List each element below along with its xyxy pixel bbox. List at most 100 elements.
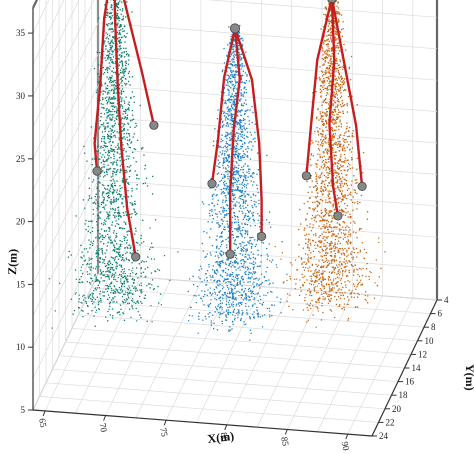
point [96, 51, 98, 53]
point [88, 296, 90, 298]
point [107, 298, 109, 300]
point [218, 264, 220, 266]
point [251, 121, 253, 124]
point [244, 179, 247, 181]
point [342, 28, 344, 30]
point [123, 237, 126, 239]
point [236, 151, 238, 153]
point [122, 129, 124, 132]
point [231, 80, 234, 83]
point [222, 69, 224, 71]
point [107, 78, 110, 80]
point [216, 329, 219, 331]
point [97, 229, 99, 232]
point [325, 188, 327, 190]
point [122, 301, 124, 303]
point [226, 54, 228, 56]
point [353, 292, 355, 294]
point [115, 87, 117, 89]
point [106, 173, 108, 176]
point [348, 269, 350, 271]
point [223, 112, 225, 114]
point [326, 57, 328, 59]
point [92, 267, 94, 269]
point [331, 289, 334, 291]
point [112, 141, 114, 144]
point [318, 279, 320, 281]
point [338, 150, 340, 152]
point [95, 203, 97, 205]
point [325, 257, 327, 259]
point [106, 263, 109, 265]
point [133, 282, 135, 284]
point [114, 85, 117, 87]
point [240, 93, 242, 95]
point [217, 199, 219, 201]
point [202, 250, 204, 252]
point [225, 267, 227, 270]
point [320, 133, 322, 135]
point [241, 81, 243, 83]
point [332, 105, 334, 107]
point [113, 157, 115, 160]
point [235, 80, 237, 83]
point [319, 175, 321, 177]
point [79, 281, 81, 284]
point [239, 227, 241, 229]
point [253, 203, 256, 205]
point [112, 297, 114, 299]
point [105, 48, 107, 50]
point [108, 96, 110, 98]
point [106, 13, 108, 15]
point [120, 56, 122, 58]
point [112, 42, 114, 45]
point [272, 282, 274, 284]
point [99, 120, 101, 122]
point [325, 112, 327, 114]
point [214, 189, 217, 191]
point [99, 298, 102, 300]
point [219, 307, 221, 309]
point [102, 199, 105, 201]
point [348, 66, 351, 68]
point [126, 178, 128, 180]
point [326, 53, 328, 55]
point [111, 299, 113, 301]
point [316, 205, 318, 208]
point [119, 9, 121, 11]
point [119, 244, 121, 246]
point [340, 106, 343, 108]
point [259, 283, 262, 285]
point [122, 138, 124, 140]
point [234, 315, 236, 317]
point [198, 276, 200, 278]
point [336, 226, 338, 228]
point [340, 76, 342, 78]
point [121, 10, 124, 12]
point [247, 215, 250, 217]
point [323, 64, 325, 66]
point [100, 240, 102, 243]
point [135, 161, 137, 163]
point [118, 65, 120, 67]
point [336, 247, 338, 249]
point [326, 172, 328, 174]
point [247, 147, 249, 150]
point [160, 304, 162, 306]
point [344, 263, 346, 265]
point [252, 111, 254, 114]
point [227, 52, 229, 54]
point [317, 299, 319, 301]
point [111, 60, 114, 63]
point [249, 210, 251, 212]
point [108, 276, 110, 278]
point [103, 222, 105, 224]
point [322, 58, 325, 60]
point [103, 113, 106, 115]
point [326, 129, 328, 132]
point [219, 312, 222, 314]
point [253, 194, 255, 196]
point [238, 197, 240, 199]
point [335, 38, 337, 41]
point [114, 225, 116, 227]
